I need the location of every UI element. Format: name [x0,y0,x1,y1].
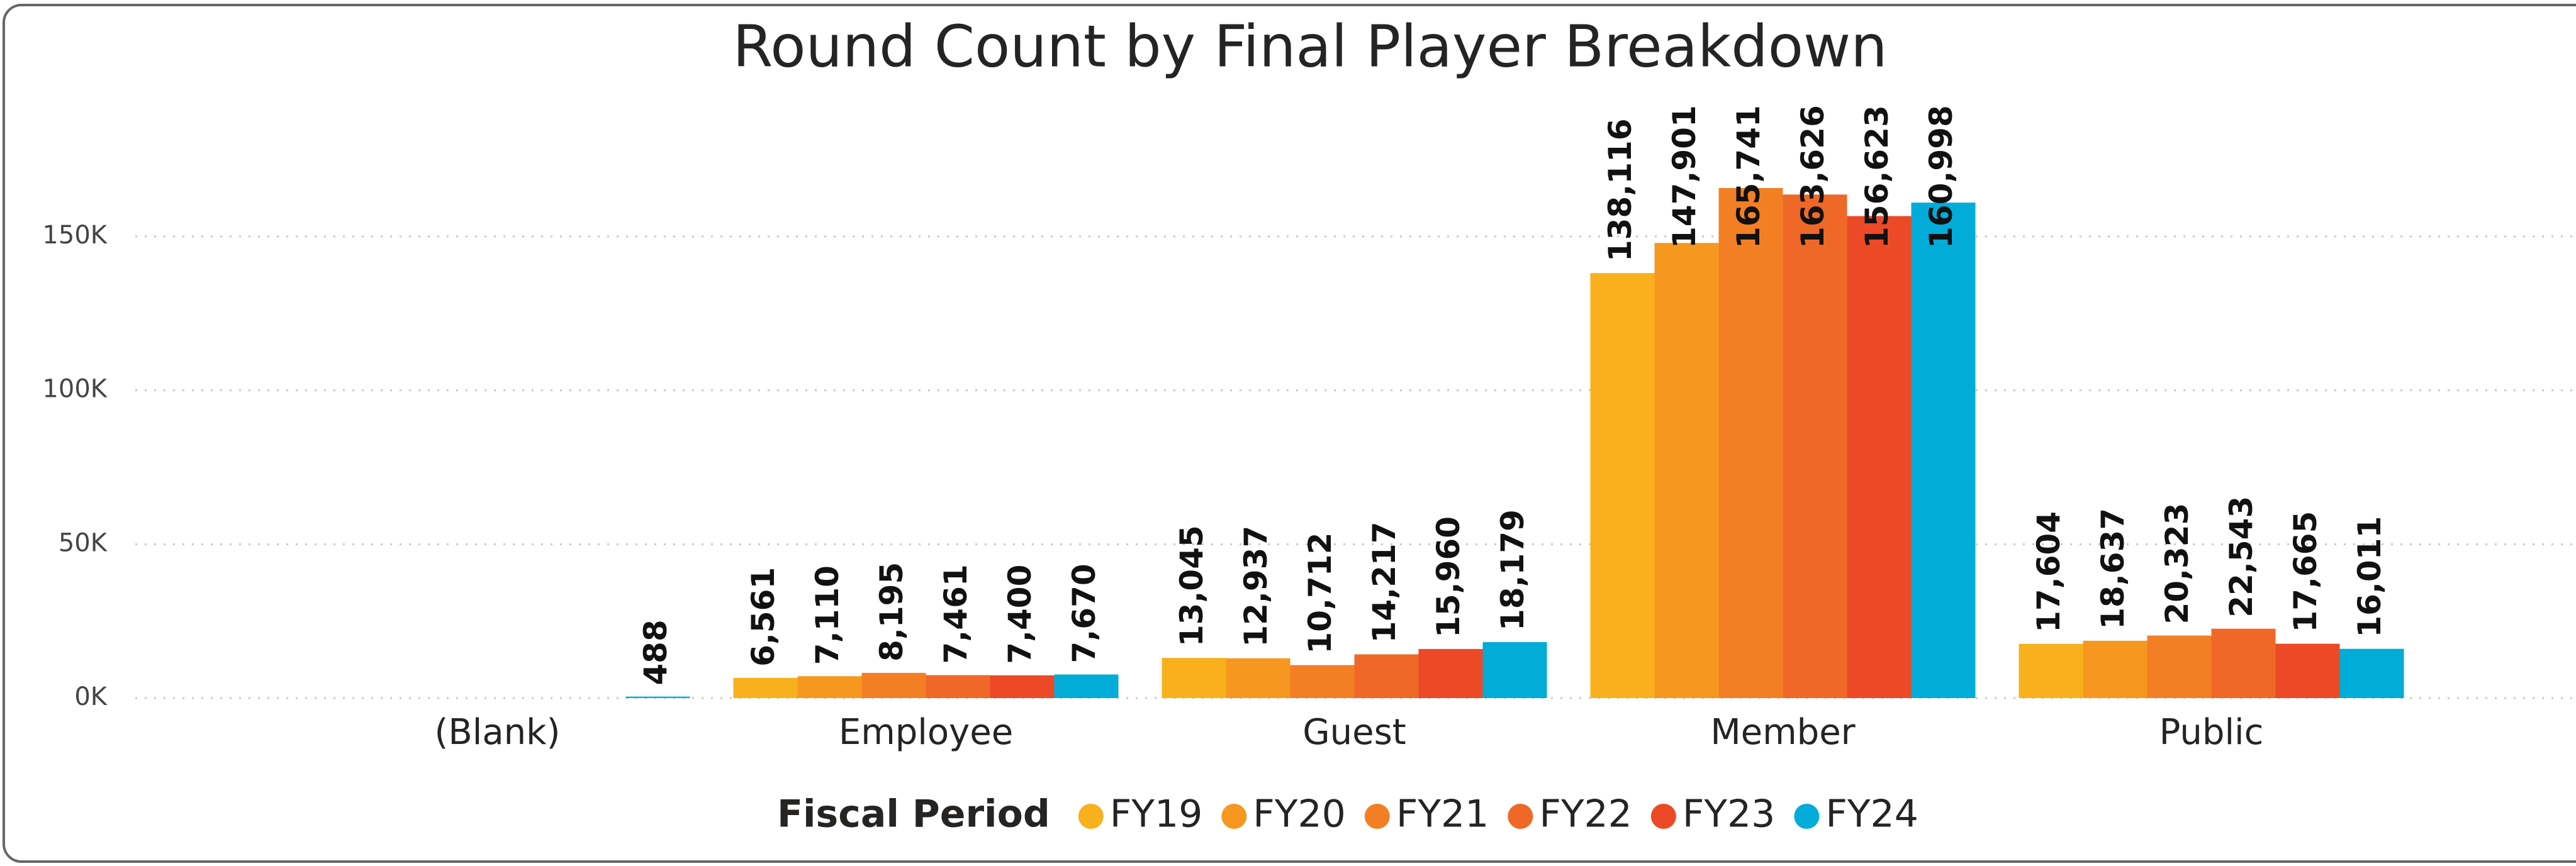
value-label: 22,543 [2223,496,2260,618]
bar [2147,635,2212,698]
value-label: 12,937 [1238,526,1274,647]
bar [1418,648,1483,698]
bar [797,676,862,698]
value-label: 18,637 [2095,508,2131,630]
value-label: 20,323 [2159,503,2195,625]
bar [1226,658,1291,698]
bar [1054,674,1119,698]
bar [1354,654,1419,698]
y-tick-label: 150K [42,221,108,250]
bar [2019,643,2083,698]
value-label: 7,670 [1066,563,1102,663]
bar [625,696,690,698]
value-label: 7,400 [1002,565,1038,664]
legend-swatch [1221,804,1247,829]
bar [861,672,926,698]
bar [1911,203,1976,698]
bar [926,675,990,698]
value-label: 165,741 [1730,105,1767,248]
legend-label: FY23 [1683,792,1776,836]
value-label: 17,665 [2287,511,2324,633]
bar [1718,187,1783,699]
legend-swatch [1650,804,1676,829]
value-label: 13,045 [1173,525,1210,647]
bar [1162,658,1226,698]
bar [990,675,1055,698]
value-label: 147,901 [1666,105,1703,248]
value-label: 160,998 [1923,105,1959,248]
value-label: 156,623 [1859,105,1895,248]
x-tick-label: (Blank) [435,712,561,753]
value-label: 10,712 [1302,533,1338,654]
x-tick-label: Guest [1302,712,1406,753]
bar [2339,648,2404,698]
x-tick-label: Member [1710,712,1856,753]
legend-swatch [1508,804,1533,829]
bar [2083,640,2148,698]
value-label: 14,217 [1366,521,1403,643]
legend-swatch [1364,804,1390,829]
y-tick-label: 100K [42,375,108,404]
value-label: 17,604 [2030,511,2067,633]
value-label: 138,116 [1602,118,1638,262]
legend-label: FY20 [1253,792,1346,836]
x-tick-label: Employee [839,712,1013,753]
bar [1654,243,1719,698]
value-label: 16,011 [2351,516,2388,638]
y-tick-label: 50K [59,528,108,557]
bar [1783,194,1847,698]
bar [1482,642,1547,698]
bar [2275,643,2340,698]
value-label: 6,561 [745,567,781,667]
y-tick-label: 0K [74,682,108,711]
value-label: 15,960 [1430,516,1467,638]
bar [733,677,798,698]
legend-label: FY21 [1396,792,1489,836]
legend-swatch [1794,804,1820,829]
legend-label: FY19 [1110,792,1203,836]
value-label: 7,461 [938,564,974,663]
bar [2211,628,2276,698]
value-label: 8,195 [873,562,910,662]
value-label: 488 [637,619,674,685]
legend-swatch [1078,804,1104,829]
bar [1847,216,1912,699]
legend-label: FY22 [1539,792,1632,836]
value-label: 7,110 [809,565,846,665]
x-tick-label: Public [2159,712,2264,753]
value-label: 18,179 [1494,509,1531,631]
legend-label: FY24 [1825,792,1918,836]
chart-title: Round Count by Final Player Breakdown [732,13,1887,80]
value-label: 163,626 [1795,105,1831,248]
bar [1590,273,1655,699]
legend-title: Fiscal Period [777,792,1050,836]
bar [1290,665,1355,698]
